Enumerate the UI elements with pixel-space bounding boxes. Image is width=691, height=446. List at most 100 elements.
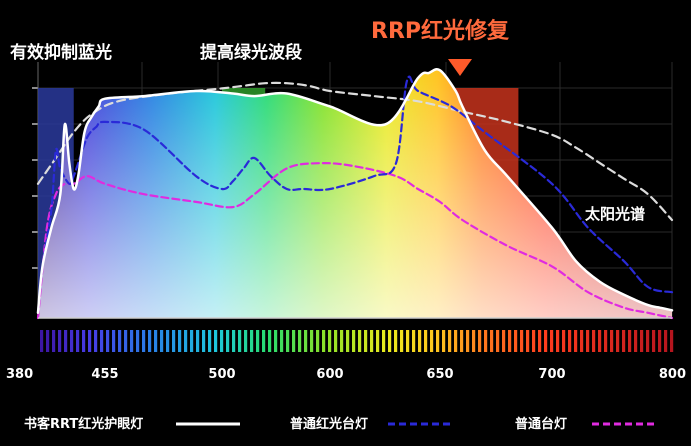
spectrum-strip-bar xyxy=(538,330,542,352)
spectrum-strip-bar xyxy=(346,330,350,352)
spectrum-strip-bar xyxy=(220,330,224,352)
spectrum-strip-bar xyxy=(238,330,242,352)
spectrum-strip-bar xyxy=(226,330,230,352)
spectrum-bar-strip xyxy=(40,330,674,352)
spectrum-strip-bar xyxy=(634,330,638,352)
series-line-1 xyxy=(36,75,674,314)
series-lines xyxy=(36,68,674,320)
spectrum-strip-bar xyxy=(46,330,50,352)
legend: 书客RRT红光护眼灯 普通红光台灯 普通台灯 xyxy=(24,416,656,432)
spectrum-strip-bar xyxy=(640,330,644,352)
spectrum-strip-bar xyxy=(400,330,404,352)
legend-label-red-lamp: 普通红光台灯 xyxy=(290,416,368,432)
spectrum-strip-bar xyxy=(442,330,446,352)
spectrum-strip-bar xyxy=(130,330,134,352)
spectrum-strip-bar xyxy=(190,330,194,352)
spectrum-strip-bar xyxy=(310,330,314,352)
spectrum-strip-bar xyxy=(508,330,512,352)
spectrum-strip-bar xyxy=(520,330,524,352)
spectrum-strip-bar xyxy=(496,330,500,352)
spectrum-strip-bar xyxy=(382,330,386,352)
spectrum-strip-bar xyxy=(622,330,626,352)
legend-label-normal-lamp: 普通台灯 xyxy=(515,416,567,432)
spectrum-strip-bar xyxy=(352,330,356,352)
spectrum-strip-bar xyxy=(358,330,362,352)
spectrum-strip-bar xyxy=(376,330,380,352)
spectrum-strip-bar xyxy=(280,330,284,352)
spectrum-strip-bar xyxy=(364,330,368,352)
spectrum-strip-bar xyxy=(250,330,254,352)
spectrum-strip-bar xyxy=(52,330,56,352)
spectrum-strip-bar xyxy=(412,330,416,352)
spectrum-strip-bar xyxy=(406,330,410,352)
spectrum-strip-bar xyxy=(394,330,398,352)
spectrum-strip-bar xyxy=(334,330,338,352)
spectrum-strip-bar xyxy=(136,330,140,352)
spectrum-strip-bar xyxy=(286,330,290,352)
spectrum-strip-bar xyxy=(142,330,146,352)
spectrum-strip-bar xyxy=(418,330,422,352)
spectrum-strip-bar xyxy=(472,330,476,352)
spectrum-strip-bar xyxy=(160,330,164,352)
spectrum-strip-bar xyxy=(514,330,518,352)
spectrum-strip-bar xyxy=(256,330,260,352)
spectrum-strip-bar xyxy=(244,330,248,352)
spectrum-strip-bar xyxy=(448,330,452,352)
x-tick-label: 380 xyxy=(6,367,33,382)
spectrum-strip-bar xyxy=(430,330,434,352)
x-tick-label: 800 xyxy=(659,367,686,382)
band-label-red: RRP红光修复 xyxy=(371,18,510,44)
spectrum-strip-bar xyxy=(388,330,392,352)
spectrum-strip-bar xyxy=(616,330,620,352)
spectrum-strip-bar xyxy=(532,330,536,352)
spectrum-strip-bar xyxy=(568,330,572,352)
spectrum-strip-bar xyxy=(208,330,212,352)
spectrum-strip-bar xyxy=(490,330,494,352)
spectrum-strip-bar xyxy=(598,330,602,352)
spectrum-strip-bar xyxy=(82,330,86,352)
spectrum-strip-bar xyxy=(628,330,632,352)
spectrum-strip-bar xyxy=(124,330,128,352)
spectrum-strip-bar xyxy=(88,330,92,352)
spectrum-strip-bar xyxy=(64,330,68,352)
series-line-3 xyxy=(36,81,674,222)
spectrum-strip-bar xyxy=(436,330,440,352)
spectrum-strip-bar xyxy=(184,330,188,352)
x-tick-label: 455 xyxy=(91,367,118,382)
spectrum-strip-bar xyxy=(94,330,98,352)
spectrum-strip-bar xyxy=(484,330,488,352)
spectrum-strip-bar xyxy=(40,330,44,352)
spectrum-strip-bar xyxy=(172,330,176,352)
spectrum-strip-bar xyxy=(292,330,296,352)
spectrum-strip-bar xyxy=(118,330,122,352)
spectrum-strip-bar xyxy=(202,330,206,352)
spectrum-strip-bar xyxy=(478,330,482,352)
spectrum-strip-bar xyxy=(112,330,116,352)
spectrum-strip-bar xyxy=(196,330,200,352)
spectrum-strip-bar xyxy=(178,330,182,352)
spectrum-strip-bar xyxy=(658,330,662,352)
spectrum-strip-bar xyxy=(262,330,266,352)
spectrum-strip-bar xyxy=(604,330,608,352)
spectrum-strip-bar xyxy=(592,330,596,352)
spectrum-strip-bar xyxy=(610,330,614,352)
spectrum-strip-bar xyxy=(664,330,668,352)
series-line-0 xyxy=(36,68,674,315)
spectrum-strip-bar xyxy=(274,330,278,352)
spectrum-strip-bar xyxy=(100,330,104,352)
spectrum-strip-bar xyxy=(580,330,584,352)
sun-spectrum-annotation: 太阳光谱 xyxy=(585,205,645,223)
spectrum-strip-bar xyxy=(76,330,80,352)
spectrum-strip-bar xyxy=(460,330,464,352)
spectrum-strip-bar xyxy=(562,330,566,352)
band-label-green: 提高绿光波段 xyxy=(200,42,302,63)
spectrum-strip-bar xyxy=(556,330,560,352)
spectrum-strip-bar xyxy=(424,330,428,352)
spectrum-strip-bar xyxy=(268,330,272,352)
spectrum-strip-bar xyxy=(646,330,650,352)
x-tick-labels: 380 455 500 600 650 700 800 xyxy=(6,367,686,382)
spectrum-strip-bar xyxy=(148,330,152,352)
spectrum-strip-bar xyxy=(58,330,62,352)
spectrum-strip-bar xyxy=(670,330,674,352)
